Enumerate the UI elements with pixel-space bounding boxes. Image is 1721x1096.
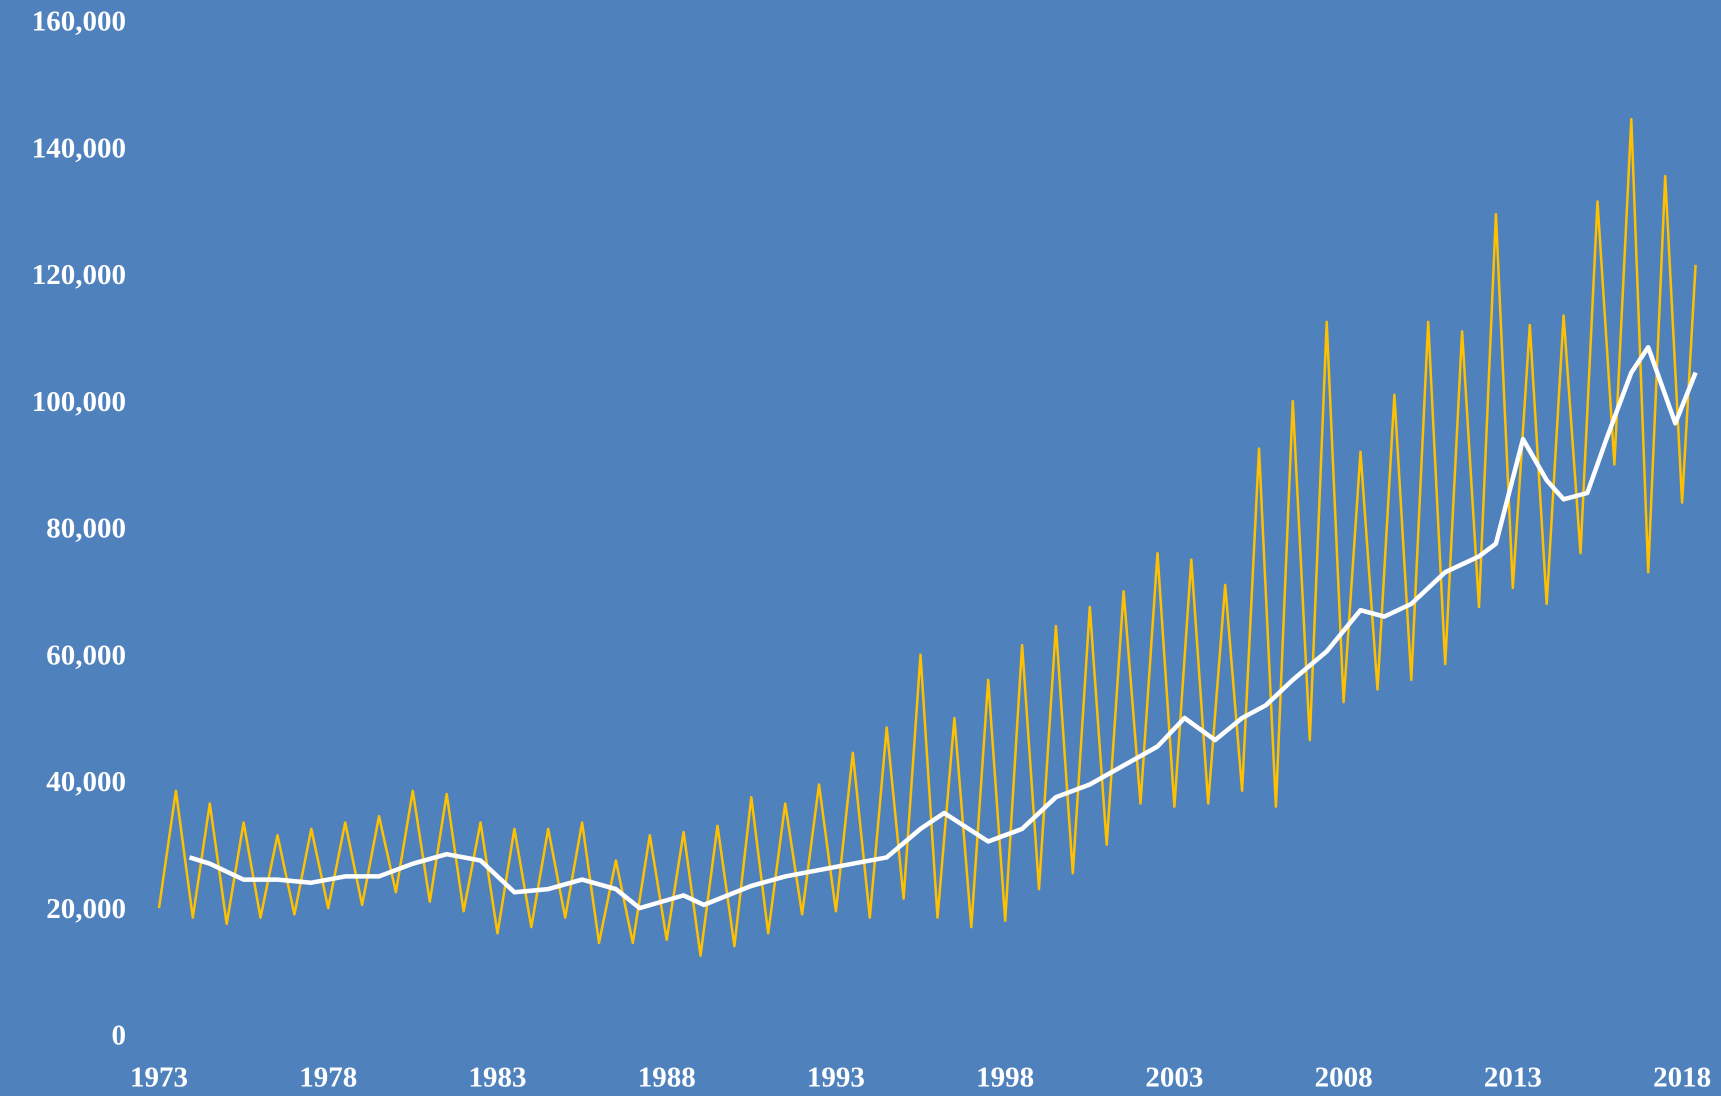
x-tick-label: 2018	[1653, 1062, 1711, 1094]
y-tick-label: 0	[112, 1020, 127, 1052]
line-series	[188, 344, 1698, 911]
y-tick-label: 40,000	[46, 766, 126, 798]
x-tick-label: 1998	[976, 1062, 1034, 1094]
x-tick-label: 1978	[299, 1062, 357, 1094]
x-tick-label: 1988	[638, 1062, 696, 1094]
y-tick-label: 20,000	[46, 893, 126, 925]
y-tick-label: 100,000	[32, 386, 126, 418]
x-tick-label: 2013	[1484, 1062, 1542, 1094]
y-tick-label: 80,000	[46, 513, 126, 545]
x-tick-label: 2008	[1315, 1062, 1373, 1094]
x-tick-label: 2003	[1145, 1062, 1203, 1094]
y-tick-label: 60,000	[46, 639, 126, 671]
x-tick-label: 1973	[130, 1062, 188, 1094]
y-tick-label: 160,000	[32, 6, 126, 38]
y-tick-label: 120,000	[32, 259, 126, 291]
x-tick-label: 1993	[807, 1062, 865, 1094]
x-tick-label: 1983	[468, 1062, 526, 1094]
y-tick-label: 140,000	[32, 132, 126, 164]
line-series	[157, 117, 1697, 957]
